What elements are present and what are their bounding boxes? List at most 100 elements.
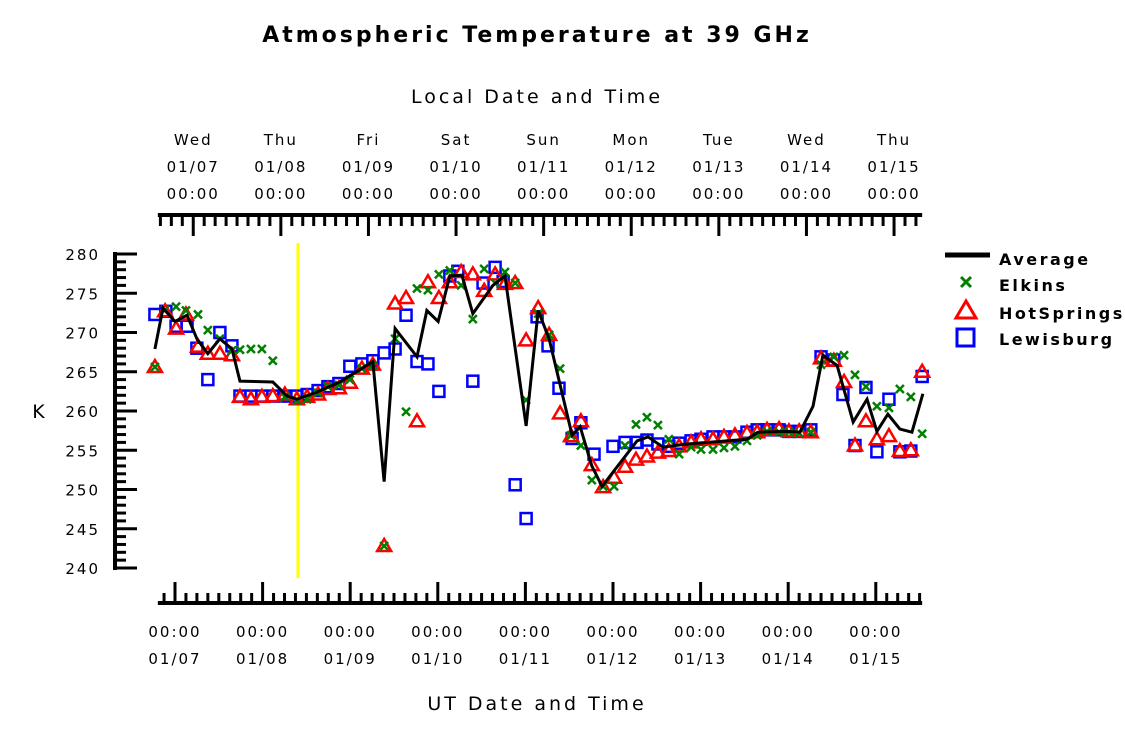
top-tick-date: 01/08 xyxy=(254,158,307,176)
top-tick-day: Sun xyxy=(526,131,561,149)
elkins-point xyxy=(730,441,740,452)
average-line xyxy=(153,273,925,490)
top-tick-day: Wed xyxy=(174,131,213,149)
top-tick-day: Tue xyxy=(702,131,735,149)
elkins-point xyxy=(434,269,444,280)
hotsprings-point xyxy=(263,386,282,403)
top-tick-time: 00:00 xyxy=(692,185,745,203)
y-tick-label: 255 xyxy=(65,442,100,460)
lewisburg-point xyxy=(432,384,446,399)
x-tick-time: 00:00 xyxy=(586,623,639,641)
lewisburg-point xyxy=(508,478,522,492)
hotsprings-point xyxy=(396,288,416,305)
legend-hotsprings-marker xyxy=(953,298,979,320)
elkins-point xyxy=(150,362,160,372)
x-tick-time: 00:00 xyxy=(499,623,552,641)
y-tick-label: 280 xyxy=(65,246,100,264)
top-tick-day: Sat xyxy=(441,131,472,149)
legend-lewisburg-marker xyxy=(955,327,976,348)
elkins-point xyxy=(379,541,390,551)
y-tick-label: 270 xyxy=(65,325,100,343)
x-tick-time: 00:00 xyxy=(849,623,902,641)
y-tick-label: 240 xyxy=(65,560,100,578)
hotsprings-point xyxy=(582,455,602,472)
hotsprings-point xyxy=(440,272,460,289)
hotsprings-point xyxy=(210,344,230,360)
top-tick-day: Thu xyxy=(876,131,911,149)
y-tick-label: 260 xyxy=(65,403,100,421)
top-tick-date: 01/09 xyxy=(342,158,395,176)
hotsprings-point xyxy=(252,387,272,404)
hotsprings-point xyxy=(912,362,932,378)
x-tick-date: 01/12 xyxy=(586,650,639,668)
hotsprings-point xyxy=(418,272,438,289)
lewisburg-point xyxy=(519,511,533,526)
lewisburg-point xyxy=(476,276,490,290)
y-axis-title: K xyxy=(32,401,47,423)
hotsprings-point xyxy=(506,273,525,290)
elkins-point xyxy=(171,301,181,312)
lewisburg-point xyxy=(466,374,480,388)
elkins-point xyxy=(708,444,718,455)
elkins-point xyxy=(696,444,706,455)
top-tick-day: Mon xyxy=(612,131,650,149)
elkins-point xyxy=(423,285,433,295)
legend: Average Elkins HotSprings Lewisburg xyxy=(945,250,1125,349)
elkins-point xyxy=(850,370,860,380)
elkins-point xyxy=(895,384,905,394)
y-tick-label: 250 xyxy=(65,482,100,500)
x-tick-time: 00:00 xyxy=(236,623,289,641)
hotsprings-point xyxy=(516,330,536,347)
plot-area xyxy=(145,243,932,578)
hotsprings-point xyxy=(166,319,186,335)
elkins-point xyxy=(467,314,478,325)
hotsprings-point xyxy=(198,344,218,360)
y-tick-label: 275 xyxy=(65,285,100,303)
elkins-point xyxy=(642,412,652,423)
lewisburg-point xyxy=(399,308,413,322)
elkins-point xyxy=(653,420,663,431)
elkins-point xyxy=(872,401,882,412)
x-tick-date: 01/10 xyxy=(411,650,464,668)
elkins-point xyxy=(884,402,894,413)
hotsprings-point xyxy=(485,264,505,281)
top-tick-date: 01/12 xyxy=(605,158,658,176)
hotsprings-point xyxy=(856,411,876,428)
elkins-point xyxy=(719,443,729,453)
top-tick-date: 01/13 xyxy=(692,158,745,176)
elkins-point xyxy=(444,265,455,276)
x-tick-time: 00:00 xyxy=(324,623,377,641)
lewisburg-point xyxy=(377,346,391,360)
x-tick-time: 00:00 xyxy=(762,623,815,641)
elkins-point xyxy=(586,475,597,485)
elkins-point xyxy=(917,428,928,439)
hotsprings-point xyxy=(648,443,668,459)
hotsprings-point xyxy=(626,450,646,466)
elkins-point xyxy=(246,344,256,354)
legend-lewisburg-label: Lewisburg xyxy=(999,330,1115,349)
elkins-point xyxy=(609,481,619,492)
top-tick-date: 01/07 xyxy=(167,158,220,176)
elkins-point xyxy=(412,283,422,294)
legend-elkins-label: Elkins xyxy=(999,276,1067,295)
top-tick-time: 00:00 xyxy=(867,185,920,203)
hotsprings-point xyxy=(703,429,723,446)
hotsprings-point xyxy=(145,357,165,374)
top-tick-date: 01/14 xyxy=(780,158,833,176)
x-tick-time: 00:00 xyxy=(674,623,727,641)
elkins-point xyxy=(620,440,630,451)
hotsprings-point xyxy=(241,389,261,406)
elkins-point xyxy=(500,267,510,277)
lewisburg-point xyxy=(488,260,502,275)
x-tick-time: 00:00 xyxy=(148,623,201,641)
top-tick-time: 00:00 xyxy=(254,185,307,203)
hotsprings-point xyxy=(867,429,887,446)
hotsprings-point xyxy=(593,477,613,494)
legend-hotsprings-label: HotSprings xyxy=(999,304,1125,323)
y-tick-label: 265 xyxy=(65,364,100,382)
lewisburg-point xyxy=(421,357,435,371)
hotsprings-point xyxy=(495,274,515,291)
top-tick-time: 00:00 xyxy=(342,185,395,203)
hotsprings-point xyxy=(550,403,570,420)
top-tick-time: 00:00 xyxy=(780,185,833,203)
